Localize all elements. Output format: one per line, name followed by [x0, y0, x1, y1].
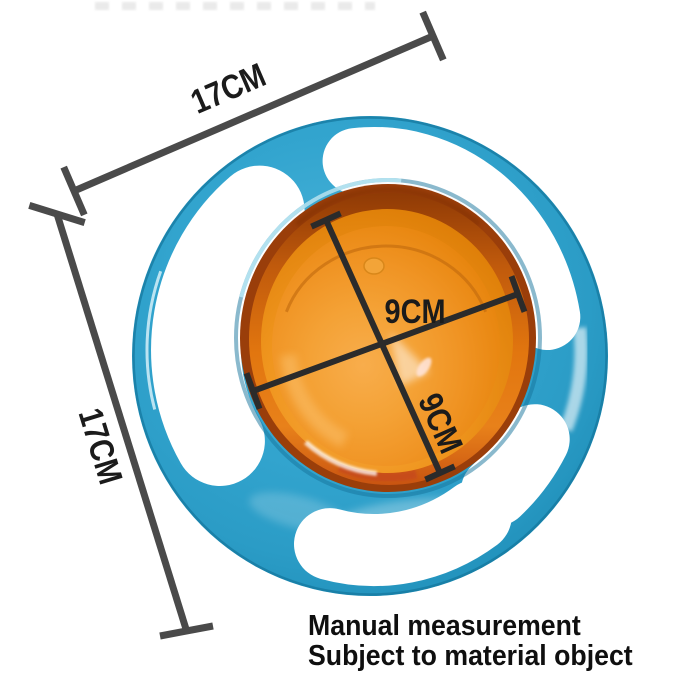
cavity-bright-crescent: [280, 354, 349, 448]
inner-bowl-assembly: [240, 184, 536, 492]
caption-line-1: Manual measurement: [308, 610, 581, 642]
handle-hole-top-right: [322, 126, 581, 350]
inner-width-line: [251, 291, 520, 394]
caption: Manual measurement Subject to material o…: [308, 611, 633, 671]
caption-line-2: Subject to material object: [308, 640, 633, 672]
handle-hole-left: [151, 165, 305, 486]
dimension-inner-width: 9CM: [243, 275, 528, 410]
top-edge-artifact: [95, 2, 375, 10]
outer-width-cap-right: [419, 10, 447, 62]
outer-height-cap-top: [28, 202, 86, 226]
cavity-inner-lip-line: [285, 244, 487, 313]
outer-height-line: [53, 212, 190, 631]
bowl-gloss-spot: [416, 357, 432, 377]
cavity-nub: [363, 257, 385, 275]
inner-width-label: 9CM: [384, 292, 445, 331]
shell-glare-bottom-left: [249, 492, 347, 532]
bottom-glint: [304, 440, 378, 476]
outer-height-cap-bottom: [159, 622, 214, 640]
inner-depth-cap-top: [310, 210, 342, 230]
inner-depth-cap-bottom: [424, 463, 456, 483]
outer-width-cap-left: [60, 165, 88, 217]
saucer-edge: [132, 116, 608, 596]
rim-glare-right: [559, 327, 588, 432]
handle-hole-bottom-right: [460, 404, 570, 527]
gimbal-red-sliver: [337, 462, 418, 482]
inner-width-cap-left: [243, 372, 263, 410]
shell-glare-bottom: [320, 497, 496, 547]
rim-highlight-left: [145, 270, 163, 410]
inner-depth-line: [323, 218, 443, 475]
outer-width-line: [72, 32, 435, 195]
inner-width-cap-right: [508, 275, 528, 313]
recess-top-shadow: [294, 187, 482, 227]
opening-lip-highlight: [239, 178, 402, 298]
